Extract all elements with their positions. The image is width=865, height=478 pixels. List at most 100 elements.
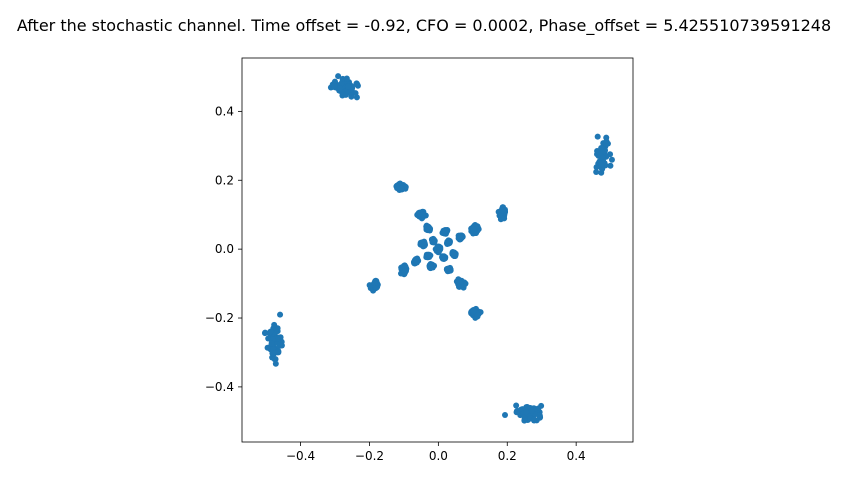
constellation-cluster xyxy=(468,222,482,237)
scatter-point xyxy=(470,307,477,314)
constellation-cluster xyxy=(432,243,444,256)
constellation-cluster xyxy=(327,73,361,101)
constellation-cluster xyxy=(423,222,434,234)
scatter-point xyxy=(275,335,282,342)
scatter-point xyxy=(427,264,434,271)
scatter-point xyxy=(276,342,283,349)
constellation-cluster xyxy=(428,235,438,246)
constellation-cluster xyxy=(449,248,459,260)
scatter-point xyxy=(513,402,520,409)
scatter-point xyxy=(412,256,419,263)
scatter-point xyxy=(424,224,431,231)
scatter-point xyxy=(608,156,615,163)
scatter-point xyxy=(444,265,451,272)
constellation-cluster xyxy=(414,208,429,222)
constellation-cluster xyxy=(495,204,508,223)
scatter-point xyxy=(335,73,342,80)
scatter-point xyxy=(429,237,436,244)
scatter-point xyxy=(277,311,284,318)
constellation-cluster xyxy=(393,180,409,194)
constellation-cluster xyxy=(455,232,466,243)
y-tick-label: −0.2 xyxy=(205,311,234,325)
scatter-point xyxy=(344,83,351,90)
constellation-cluster xyxy=(398,262,410,278)
x-tick-label: 0.4 xyxy=(567,449,586,463)
scatter-point xyxy=(371,280,378,287)
scatter-point xyxy=(267,328,274,335)
y-tick-label: 0.4 xyxy=(215,104,234,118)
scatter-point xyxy=(401,268,408,275)
scatter-points xyxy=(262,73,615,424)
scatter-point xyxy=(470,225,477,232)
constellation-cluster xyxy=(417,238,428,250)
constellation-cluster xyxy=(443,264,454,275)
scatter-point xyxy=(352,90,359,97)
constellation-cluster xyxy=(366,277,381,294)
scatter-point xyxy=(331,82,338,89)
scatter-point xyxy=(598,161,605,168)
chart-title: After the stochastic channel. Time offse… xyxy=(17,16,831,36)
plot-frame xyxy=(241,57,634,443)
y-axis: −0.4 −0.2 0.0 0.2 0.4 xyxy=(205,104,242,394)
scatter-point xyxy=(451,251,458,258)
scatter-point xyxy=(445,240,452,247)
scatter-point xyxy=(594,133,601,140)
scatter-point xyxy=(393,183,400,190)
scatter-point xyxy=(502,412,509,418)
scatter-point xyxy=(536,412,543,419)
scatter-point xyxy=(419,211,426,218)
constellation-cluster xyxy=(453,276,469,291)
scatter-point xyxy=(427,252,434,259)
scatter-point xyxy=(599,165,606,172)
scatter-point xyxy=(270,345,277,352)
scatter-point xyxy=(607,162,614,169)
scatter-point xyxy=(499,207,506,214)
y-tick-label: −0.4 xyxy=(205,380,234,394)
scatter-point xyxy=(521,417,528,424)
scatter-point xyxy=(269,350,276,357)
constellation-cluster xyxy=(443,237,453,247)
scatter-point xyxy=(337,85,344,92)
scatter-point xyxy=(457,234,464,241)
constellation-cluster xyxy=(423,251,434,261)
x-tick-label: −0.4 xyxy=(286,449,315,463)
scatter-point xyxy=(513,409,520,416)
scatter-point xyxy=(456,283,462,290)
scatter-point xyxy=(271,321,278,328)
scatter-point xyxy=(523,409,530,416)
constellation-cluster xyxy=(439,227,451,237)
scatter-point xyxy=(530,416,537,423)
scatter-point xyxy=(271,356,278,363)
constellation-cluster xyxy=(426,261,438,272)
constellation-cluster xyxy=(468,305,484,321)
scatter-point xyxy=(421,238,428,245)
scatter-point xyxy=(538,402,545,409)
constellation-cluster xyxy=(593,133,615,176)
scatter-point xyxy=(272,360,279,367)
scatter-point xyxy=(603,134,610,141)
scatter-point xyxy=(439,254,446,261)
scatter-point xyxy=(264,344,271,351)
scatter-point xyxy=(593,169,600,176)
scatter-point xyxy=(262,330,269,337)
constellation-cluster xyxy=(502,402,545,424)
x-axis: −0.4 −0.2 0.0 0.2 0.4 xyxy=(286,442,586,463)
constellation-cluster xyxy=(439,253,449,262)
scatter-point xyxy=(598,145,605,152)
y-tick-label: 0.0 xyxy=(215,242,234,256)
y-tick-label: 0.2 xyxy=(215,173,234,187)
constellation-cluster xyxy=(262,311,285,367)
x-tick-label: 0.2 xyxy=(498,449,517,463)
scatter-point xyxy=(398,185,405,192)
scatter-point xyxy=(268,340,275,347)
constellation-cluster xyxy=(411,255,422,267)
scatter-point xyxy=(474,312,481,319)
scatter-point xyxy=(441,228,448,235)
scatter-point xyxy=(599,154,606,161)
scatter-point xyxy=(343,75,350,82)
x-tick-label: −0.2 xyxy=(355,449,384,463)
scatter-point xyxy=(524,403,531,410)
scatter-point xyxy=(353,81,360,88)
scatter-point xyxy=(602,140,609,147)
